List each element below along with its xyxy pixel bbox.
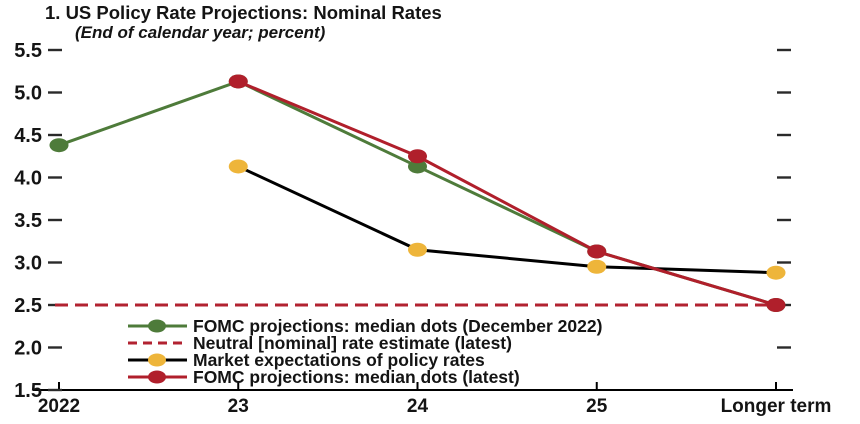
y-axis-label: 3.0 [14, 253, 42, 275]
y-axis-label: 2.5 [14, 295, 42, 317]
chart-title: 1. US Policy Rate Projections: Nominal R… [45, 2, 442, 23]
data-point-fomc-projections-median-dots-latest [408, 149, 427, 164]
y-axis-label: 1.5 [14, 380, 42, 402]
legend-label-fomc-projections-median-dots-december-2022: FOMC projections: median dots (December … [193, 316, 602, 336]
data-point-fomc-projections-median-dots-latest [587, 244, 607, 259]
x-axis-label: 23 [228, 396, 249, 417]
legend-swatch-dot-market-expectations-of-policy-rates [148, 353, 166, 367]
y-axis-label: 5.0 [14, 83, 42, 105]
data-point-market-expectations-of-policy-rates [766, 265, 786, 280]
data-point-market-expectations-of-policy-rates [587, 259, 607, 274]
data-point-market-expectations-of-policy-rates [228, 159, 248, 174]
chart-subtitle: (End of calendar year; percent) [75, 23, 326, 42]
y-axis-label: 2.0 [14, 338, 42, 360]
legend-swatch-dot-fomc-projections-median-dots-december-2022 [148, 319, 166, 333]
series-market-expectations-of-policy-rates [237, 165, 777, 275]
legend-label-neutral-nominal-rate-estimate-latest: Neutral [nominal] rate estimate (latest) [193, 333, 512, 353]
x-axis-label: 2022 [38, 396, 80, 417]
data-point-fomc-projections-median-dots-latest [766, 298, 786, 312]
data-point-fomc-projections-median-dots-december-2022 [49, 138, 69, 153]
legend-label-market-expectations-of-policy-rates: Market expectations of policy rates [193, 350, 485, 370]
data-point-market-expectations-of-policy-rates [408, 242, 427, 257]
data-point-fomc-projections-median-dots-latest [228, 74, 248, 89]
y-axis-label: 3.5 [14, 210, 42, 232]
y-axis-label: 5.5 [14, 40, 42, 62]
legend-label-fomc-projections-median-dots-latest: FOMC projections: median dots (latest) [193, 367, 520, 387]
x-axis-label: 24 [407, 396, 429, 417]
y-axis-label: 4.0 [14, 168, 42, 190]
x-axis-label: Longer term [721, 396, 832, 417]
legend-swatch-dot-fomc-projections-median-dots-latest [148, 370, 166, 384]
data-point-fomc-projections-median-dots-december-2022 [408, 159, 427, 174]
y-axis-label: 4.5 [14, 125, 42, 147]
x-axis-label: 25 [586, 396, 608, 417]
series-fomc-projections-median-dots-latest [237, 80, 777, 307]
